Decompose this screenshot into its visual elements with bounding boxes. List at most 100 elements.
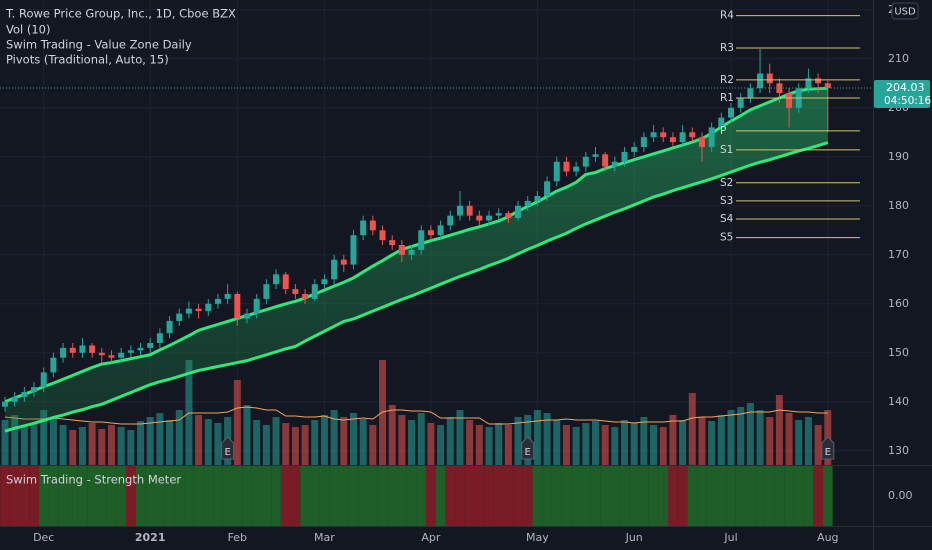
- volume-bar: [195, 415, 203, 465]
- x-tick-label: Jul: [723, 531, 737, 544]
- strength-segment: [397, 466, 407, 526]
- strength-segment: [213, 466, 223, 526]
- strength-segment: [629, 466, 640, 526]
- candle-body: [369, 220, 376, 231]
- strength-segment: [455, 466, 465, 526]
- strength-segment: [67, 466, 78, 526]
- strength-segment: [48, 466, 59, 526]
- volume-bar: [127, 430, 135, 465]
- strength-segment: [290, 466, 301, 526]
- volume-bar: [233, 380, 241, 465]
- candle-body: [234, 293, 241, 319]
- volume-bar: [669, 415, 677, 465]
- y-tick-label: 210: [888, 52, 909, 65]
- volume-bar: [601, 425, 609, 465]
- candle-body: [108, 355, 115, 358]
- candle-body: [224, 293, 231, 299]
- meter-title: Swim Trading - Strength Meter: [6, 473, 181, 487]
- x-tick-label: Dec: [33, 531, 54, 544]
- volume-bar: [398, 415, 406, 465]
- volume-bar: [746, 403, 754, 465]
- strength-segment: [116, 466, 126, 526]
- volume-bar: [30, 423, 38, 465]
- strength-segment: [551, 466, 562, 526]
- candle-body: [573, 166, 580, 172]
- volume-bar: [621, 420, 629, 465]
- strength-segment: [29, 466, 39, 526]
- strength-segment: [580, 466, 591, 526]
- volume-bar: [533, 410, 541, 465]
- candle-body: [340, 259, 347, 265]
- candle-body: [156, 333, 163, 343]
- volume-bar: [69, 430, 77, 465]
- volume-bar: [756, 410, 764, 465]
- volume-bar: [166, 420, 174, 465]
- volume-bar: [427, 423, 435, 465]
- strength-segment: [513, 466, 523, 526]
- volume-bar: [437, 425, 445, 465]
- x-tick-label: Aug: [817, 531, 838, 544]
- candle-body: [398, 244, 405, 255]
- candle-body: [447, 215, 454, 226]
- candle-body: [737, 97, 744, 108]
- pivot-label: S2: [720, 177, 733, 189]
- x-tick-label: May: [526, 531, 549, 544]
- candle-body: [185, 308, 192, 314]
- volume-bar: [659, 427, 667, 465]
- strength-segment: [474, 466, 485, 526]
- volume-bar: [78, 427, 86, 465]
- strength-segment: [155, 466, 165, 526]
- price-badge: [874, 80, 930, 109]
- strength-segment: [755, 466, 765, 526]
- legend-entry: Vol (10): [6, 23, 50, 37]
- strength-segment: [687, 466, 698, 526]
- candle-body: [660, 132, 667, 138]
- event-label: E: [224, 447, 230, 458]
- volume-bar: [562, 425, 570, 465]
- strength-segment: [329, 466, 339, 526]
- x-tick-label: Feb: [228, 531, 247, 544]
- volume-bar: [40, 410, 48, 465]
- pivot-label: S4: [720, 213, 734, 225]
- pivot-label: R1: [720, 92, 734, 104]
- volume-bar: [272, 417, 280, 465]
- strength-segment: [58, 466, 68, 526]
- volume-bar: [727, 410, 735, 465]
- candle-body: [786, 93, 793, 108]
- y-tick-label: 170: [888, 248, 909, 261]
- event-marker: [221, 436, 235, 460]
- strength-segment: [184, 466, 194, 526]
- volume-bar: [814, 425, 822, 465]
- volume-bar: [107, 425, 115, 465]
- strength-segment: [532, 466, 543, 526]
- pivot-label: S5: [720, 232, 733, 244]
- strength-segment: [668, 466, 678, 526]
- candle-body: [805, 78, 812, 89]
- strength-segment: [426, 466, 436, 526]
- volume-bar: [737, 407, 745, 465]
- volume-bar: [98, 429, 106, 465]
- candle-body: [205, 303, 212, 312]
- volume-bar: [475, 425, 483, 465]
- value-zone-line: [4, 141, 829, 433]
- strength-segment: [745, 466, 756, 526]
- strength-segment: [639, 466, 649, 526]
- candle-body: [815, 78, 822, 84]
- candle-body: [89, 345, 96, 353]
- strength-segment: [193, 466, 204, 526]
- candle-body: [679, 132, 686, 143]
- volume-bar: [388, 405, 396, 465]
- strength-segment: [338, 466, 349, 526]
- candle-body: [505, 213, 512, 219]
- strength-segment: [232, 466, 243, 526]
- volume-bar: [650, 425, 658, 465]
- volume-bar: [591, 421, 599, 465]
- strength-segment: [716, 466, 727, 526]
- strength-segment: [571, 466, 581, 526]
- candle-body: [292, 289, 299, 294]
- y-tick-label: 190: [888, 150, 909, 163]
- volume-bar: [688, 393, 696, 465]
- strength-segment: [774, 466, 785, 526]
- candle-body: [302, 293, 309, 299]
- candle-body: [766, 73, 773, 84]
